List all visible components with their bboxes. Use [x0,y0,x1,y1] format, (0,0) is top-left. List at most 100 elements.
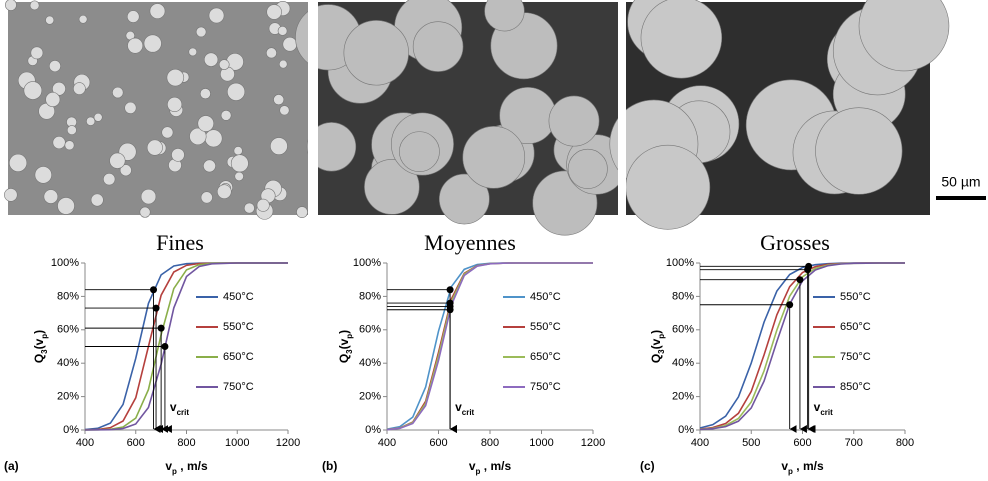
y-tick-label: 40% [57,357,79,369]
particle [279,105,290,116]
label-part: , m/s [177,459,208,473]
particle [439,173,490,225]
label-part: Q [337,354,351,363]
x-tick-label: 1000 [225,437,249,449]
particle [30,46,44,60]
particle [858,0,950,72]
y-tick-label: 0% [63,424,79,436]
particle [45,92,61,108]
x-tick-label: 400 [378,437,396,449]
crit-point [157,324,165,332]
particle [86,116,96,126]
legend-label: 550°C [840,291,871,303]
particle [462,126,526,189]
x-tick-label: 800 [896,437,914,449]
chart-title: Grosses [760,230,830,255]
scale-bar-label: 50 µm [941,174,980,190]
x-tick-label: 400 [691,437,709,449]
label-part: crit [462,408,475,417]
label-part: , m/s [793,459,824,473]
x-tick-label: 600 [429,437,447,449]
y-axis-label: Q3(vp) [337,330,353,363]
particle [412,21,464,72]
series-line [699,262,905,431]
legend-label: 550°C [223,321,254,333]
particle [234,171,244,182]
particle [112,86,124,99]
legend-label: 450°C [530,291,561,303]
y-axis-label: Q3(vp) [32,330,48,363]
label-part: p [788,467,793,476]
particle [265,47,277,59]
label-part: v [165,459,172,473]
panel-label: (a) [4,459,19,473]
particle [273,94,285,106]
crit-label: vcrit [170,400,189,416]
label-part: ) [32,330,46,334]
x-tick-label: 400 [76,437,94,449]
label-part: crit [177,408,190,417]
label-part: Q [32,354,46,363]
particle [78,14,88,24]
particle [266,4,282,20]
label-part: v [170,400,177,414]
particle [149,3,166,19]
particle [296,206,308,218]
particle [815,107,903,195]
particle [399,131,440,173]
particle [200,191,213,204]
particle [188,47,198,57]
particle [57,197,75,215]
particle [226,82,246,101]
y-tick-label: 100% [353,257,381,269]
label-part: (v [649,338,663,349]
particle [73,82,86,95]
label-part: v [781,459,788,473]
panel-label: (b) [322,459,337,473]
label-part: v [455,400,462,414]
particle [143,34,162,53]
y-tick-label: 60% [359,324,381,336]
label-part: p [476,467,481,476]
particle [199,88,211,100]
particle [204,129,223,148]
y-tick-label: 0% [678,424,694,436]
crit-point [446,286,454,294]
y-tick-label: 60% [672,324,694,336]
particle [161,126,174,139]
particle [218,59,230,70]
particle [203,159,216,173]
label-part: crit [820,408,833,417]
x-tick-label: 1200 [276,437,300,449]
legend-label: 850°C [840,381,871,393]
particle [126,10,140,23]
y-tick-label: 20% [359,391,381,403]
particle [567,148,608,189]
particle [306,122,357,172]
y-tick-label: 80% [359,290,381,302]
particle [166,68,185,87]
particle [90,193,104,207]
particle [45,15,55,25]
x-tick-label: 1200 [581,437,605,449]
x-axis-label: vp , m/s [469,459,512,475]
particle [52,81,66,96]
particle [52,135,66,150]
x-tick-label: 700 [845,437,863,449]
x-tick-label: 600 [127,437,145,449]
particle [233,146,243,156]
particle [48,60,61,73]
label-part: p [40,334,49,339]
crit-label: vcrit [814,400,833,416]
x-tick-label: 800 [481,437,499,449]
particle [277,26,288,36]
crit-point [796,276,804,284]
y-tick-label: 0% [365,424,381,436]
label-part: (v [32,338,46,349]
crit-point [446,306,454,314]
particle [127,37,144,54]
particle [29,0,40,11]
particle [278,59,288,69]
x-tick-label: 500 [742,437,760,449]
